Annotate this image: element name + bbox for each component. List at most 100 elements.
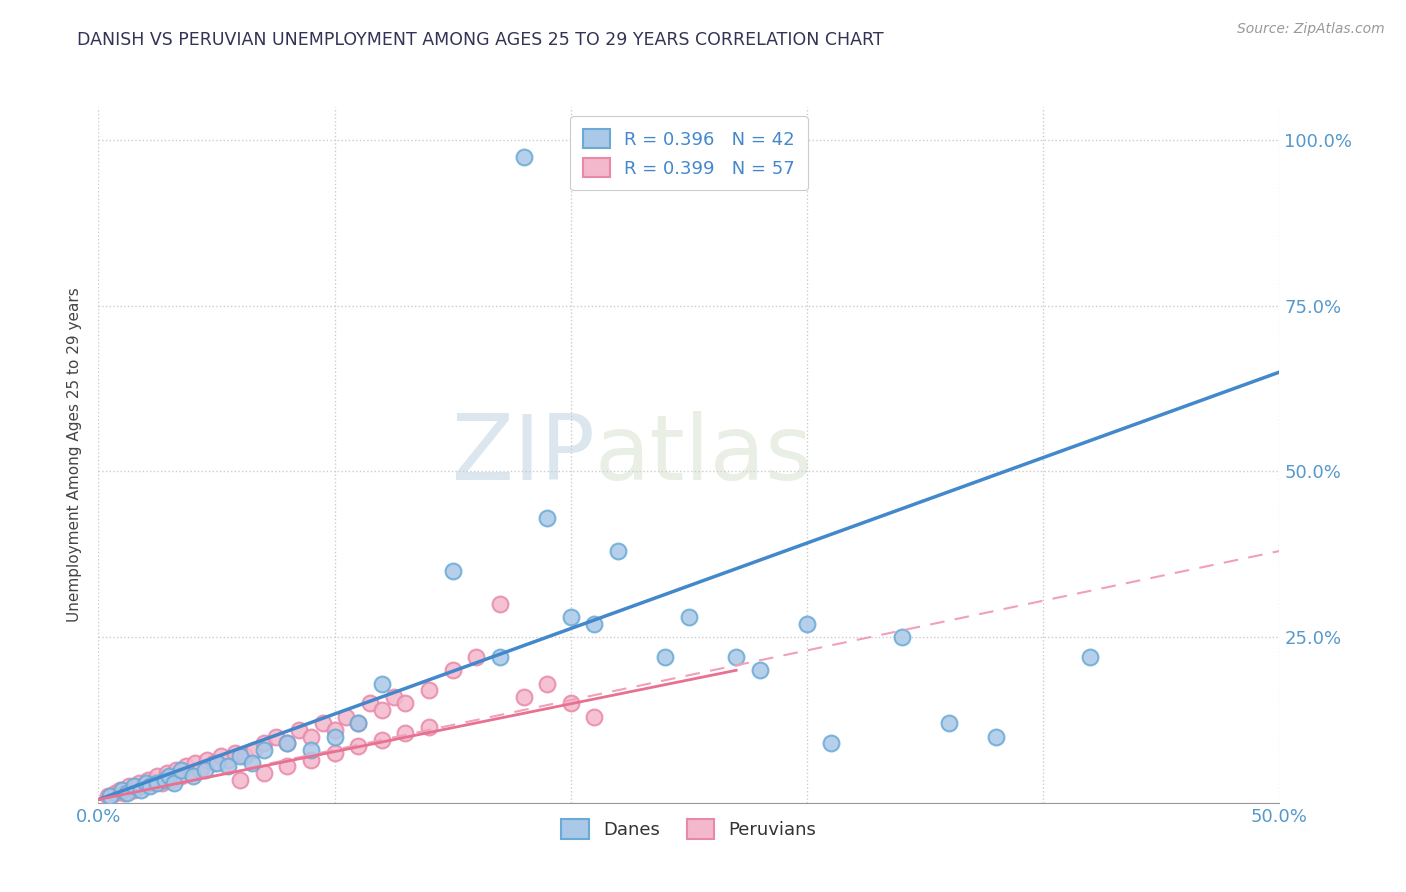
- Point: [157, 769, 180, 783]
- Point: [122, 779, 145, 793]
- Point: [984, 730, 1007, 744]
- Point: [418, 683, 440, 698]
- Point: [512, 690, 534, 704]
- Point: [217, 759, 239, 773]
- Point: [489, 597, 512, 611]
- Point: [489, 650, 512, 665]
- Legend: Danes, Peruvians: Danes, Peruvians: [554, 812, 824, 846]
- Point: [97, 789, 120, 804]
- Point: [115, 786, 138, 800]
- Point: [796, 616, 818, 631]
- Point: [98, 789, 121, 804]
- Point: [202, 756, 225, 770]
- Point: [132, 779, 155, 793]
- Point: [224, 746, 246, 760]
- Y-axis label: Unemployment Among Ages 25 to 29 years: Unemployment Among Ages 25 to 29 years: [66, 287, 82, 623]
- Point: [371, 703, 394, 717]
- Point: [153, 772, 176, 787]
- Point: [209, 749, 232, 764]
- Point: [142, 776, 165, 790]
- Point: [104, 786, 127, 800]
- Point: [347, 716, 370, 731]
- Point: [112, 786, 135, 800]
- Point: [441, 663, 464, 677]
- Point: [890, 630, 912, 644]
- Point: [441, 564, 464, 578]
- Point: [725, 650, 748, 665]
- Point: [253, 743, 276, 757]
- Point: [195, 753, 218, 767]
- Point: [288, 723, 311, 737]
- Point: [217, 753, 239, 767]
- Point: [146, 769, 169, 783]
- Point: [394, 697, 416, 711]
- Point: [748, 663, 770, 677]
- Point: [194, 763, 217, 777]
- Point: [299, 753, 322, 767]
- Point: [583, 709, 606, 723]
- Point: [156, 766, 179, 780]
- Text: DANISH VS PERUVIAN UNEMPLOYMENT AMONG AGES 25 TO 29 YEARS CORRELATION CHART: DANISH VS PERUVIAN UNEMPLOYMENT AMONG AG…: [77, 31, 884, 49]
- Point: [229, 749, 252, 764]
- Point: [347, 739, 370, 754]
- Point: [188, 763, 211, 777]
- Point: [299, 730, 322, 744]
- Point: [108, 782, 131, 797]
- Point: [170, 769, 193, 783]
- Point: [323, 746, 346, 760]
- Point: [129, 782, 152, 797]
- Point: [253, 766, 276, 780]
- Point: [170, 763, 193, 777]
- Point: [607, 544, 630, 558]
- Point: [347, 716, 370, 731]
- Point: [150, 776, 173, 790]
- Point: [820, 736, 842, 750]
- Point: [163, 776, 186, 790]
- Point: [276, 759, 298, 773]
- Point: [118, 779, 141, 793]
- Point: [371, 732, 394, 747]
- Point: [323, 730, 346, 744]
- Point: [312, 716, 335, 731]
- Point: [136, 772, 159, 787]
- Point: [135, 776, 157, 790]
- Point: [240, 756, 263, 770]
- Point: [536, 676, 558, 690]
- Point: [205, 756, 228, 770]
- Point: [181, 769, 204, 783]
- Point: [174, 759, 197, 773]
- Point: [1080, 650, 1102, 665]
- Point: [111, 782, 134, 797]
- Point: [253, 736, 276, 750]
- Point: [160, 772, 183, 787]
- Point: [583, 616, 606, 631]
- Point: [180, 766, 202, 780]
- Point: [418, 720, 440, 734]
- Point: [323, 723, 346, 737]
- Point: [394, 726, 416, 740]
- Point: [229, 772, 252, 787]
- Point: [243, 743, 266, 757]
- Text: Source: ZipAtlas.com: Source: ZipAtlas.com: [1237, 22, 1385, 37]
- Text: atlas: atlas: [595, 411, 813, 499]
- Point: [654, 650, 676, 665]
- Point: [359, 697, 381, 711]
- Point: [264, 730, 287, 744]
- Point: [335, 709, 357, 723]
- Point: [128, 776, 150, 790]
- Point: [146, 776, 169, 790]
- Text: ZIP: ZIP: [451, 411, 595, 499]
- Point: [233, 749, 256, 764]
- Point: [465, 650, 488, 665]
- Point: [122, 782, 145, 797]
- Point: [276, 736, 298, 750]
- Point: [512, 150, 534, 164]
- Point: [560, 697, 582, 711]
- Point: [371, 676, 394, 690]
- Point: [678, 610, 700, 624]
- Point: [139, 779, 162, 793]
- Point: [276, 736, 298, 750]
- Point: [938, 716, 960, 731]
- Point: [536, 511, 558, 525]
- Point: [299, 743, 322, 757]
